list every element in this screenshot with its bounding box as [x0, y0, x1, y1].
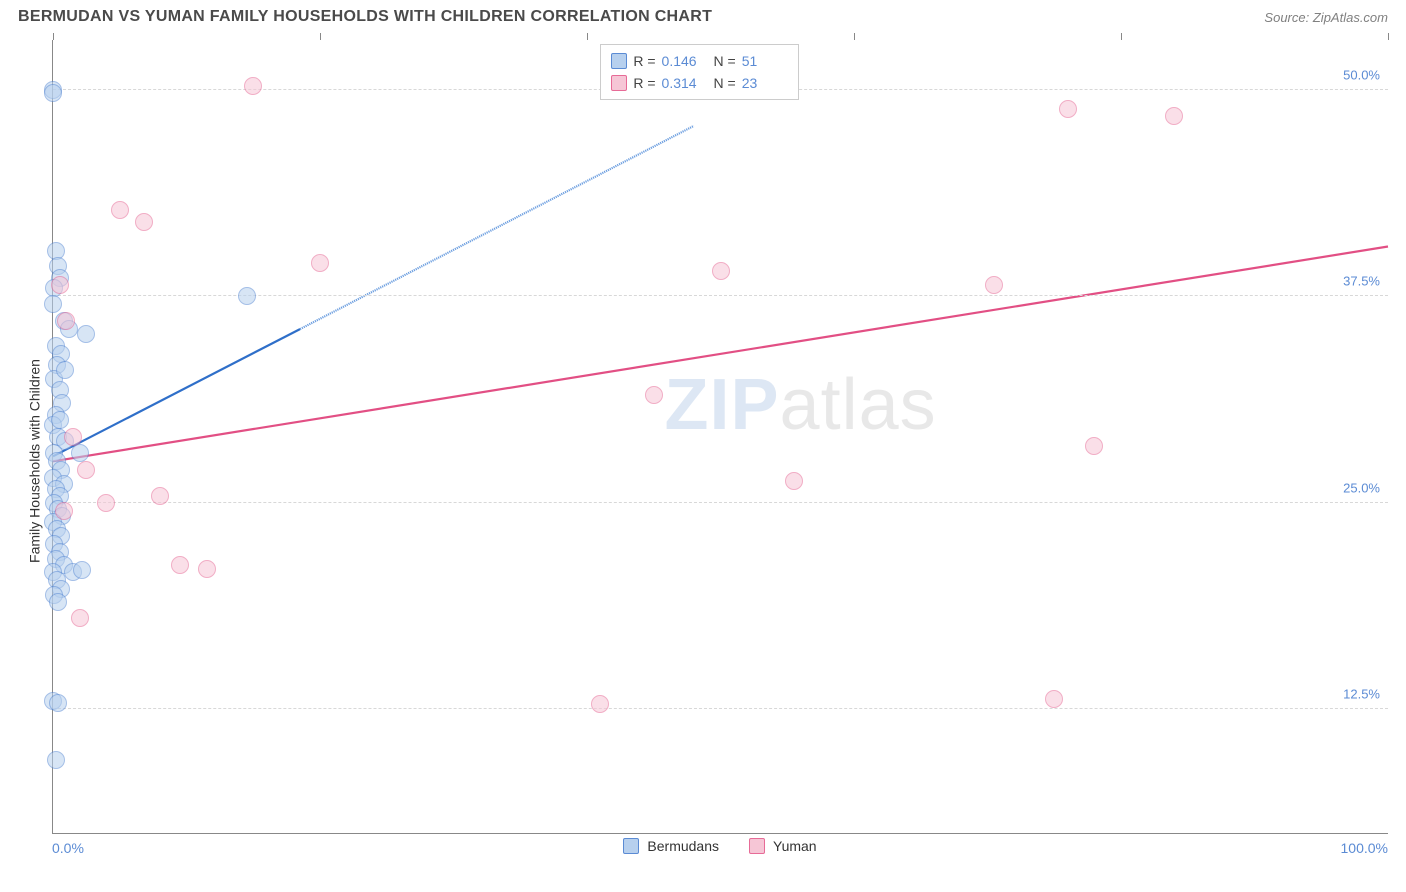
swatch-bermudans [623, 838, 639, 854]
chart-header: BERMUDAN VS YUMAN FAMILY HOUSEHOLDS WITH… [0, 0, 1406, 32]
legend-label-bermudans: Bermudans [647, 838, 719, 854]
n-value-bermudans: 51 [742, 50, 788, 72]
x-tick-label: 0.0% [52, 840, 84, 880]
chart-area: Family Households with Children ZIPatlas… [18, 40, 1388, 882]
data-point-bermudans [77, 325, 95, 343]
data-point-yuman [135, 213, 153, 231]
legend-label-yuman: Yuman [773, 838, 817, 854]
x-tick [1121, 33, 1122, 40]
chart-source: Source: ZipAtlas.com [1264, 10, 1388, 25]
swatch-bermudans [611, 53, 627, 69]
series-legend: Bermudans Yuman [52, 838, 1388, 854]
watermark: ZIPatlas [665, 364, 937, 446]
data-point-yuman [77, 461, 95, 479]
plot-area: ZIPatlas R = 0.146 N = 51 R = 0.314 N = … [52, 40, 1388, 834]
gridline-h [53, 708, 1388, 709]
y-tick-label: 37.5% [1343, 274, 1380, 289]
data-point-bermudans [49, 694, 67, 712]
data-point-bermudans [47, 751, 65, 769]
n-label: N = [714, 50, 736, 72]
data-point-bermudans [73, 561, 91, 579]
data-point-yuman [1085, 437, 1103, 455]
y-tick-label: 50.0% [1343, 67, 1380, 82]
data-point-yuman [712, 262, 730, 280]
source-value: ZipAtlas.com [1313, 10, 1388, 25]
data-point-bermudans [238, 287, 256, 305]
legend-item-yuman: Yuman [749, 838, 817, 854]
data-point-yuman [64, 428, 82, 446]
data-point-bermudans [56, 361, 74, 379]
data-point-yuman [51, 276, 69, 294]
y-tick-label: 12.5% [1343, 687, 1380, 702]
data-point-yuman [591, 695, 609, 713]
data-point-bermudans [71, 444, 89, 462]
data-point-yuman [57, 312, 75, 330]
r-value-bermudans: 0.146 [662, 50, 708, 72]
data-point-yuman [151, 487, 169, 505]
r-label: R = [633, 50, 655, 72]
chart-title: BERMUDAN VS YUMAN FAMILY HOUSEHOLDS WITH… [18, 8, 712, 26]
y-tick-label: 25.0% [1343, 480, 1380, 495]
legend-item-bermudans: Bermudans [623, 838, 719, 854]
source-label: Source: [1264, 10, 1309, 25]
n-value-yuman: 23 [742, 72, 788, 94]
data-point-yuman [97, 494, 115, 512]
data-point-bermudans [51, 411, 69, 429]
data-point-bermudans [44, 295, 62, 313]
trend-lines [53, 40, 1388, 833]
x-axis-area: Bermudans Yuman 0.0% 100.0% [52, 834, 1388, 882]
data-point-yuman [55, 502, 73, 520]
stats-row-bermudans: R = 0.146 N = 51 [611, 50, 787, 72]
data-point-yuman [244, 77, 262, 95]
swatch-yuman [749, 838, 765, 854]
data-point-bermudans [44, 84, 62, 102]
watermark-zip: ZIP [665, 365, 780, 445]
data-point-yuman [311, 254, 329, 272]
data-point-yuman [198, 560, 216, 578]
data-point-yuman [1045, 690, 1063, 708]
data-point-yuman [171, 556, 189, 574]
x-tick [854, 33, 855, 40]
data-point-yuman [71, 609, 89, 627]
swatch-yuman [611, 75, 627, 91]
watermark-atlas: atlas [780, 365, 937, 445]
n-label: N = [714, 72, 736, 94]
data-point-bermudans [49, 593, 67, 611]
x-tick [320, 33, 321, 40]
x-tick [1388, 33, 1389, 40]
data-point-yuman [645, 386, 663, 404]
x-tick-label: 100.0% [1341, 840, 1388, 880]
data-point-yuman [1165, 107, 1183, 125]
r-label: R = [633, 72, 655, 94]
data-point-yuman [111, 201, 129, 219]
gridline-h [53, 502, 1388, 503]
x-tick [53, 33, 54, 40]
stats-row-yuman: R = 0.314 N = 23 [611, 72, 787, 94]
r-value-yuman: 0.314 [662, 72, 708, 94]
x-tick [587, 33, 588, 40]
y-axis-title: Family Households with Children [26, 359, 42, 563]
data-point-yuman [785, 472, 803, 490]
stats-legend: R = 0.146 N = 51 R = 0.314 N = 23 [600, 44, 798, 100]
data-point-yuman [1059, 100, 1077, 118]
data-point-yuman [985, 276, 1003, 294]
